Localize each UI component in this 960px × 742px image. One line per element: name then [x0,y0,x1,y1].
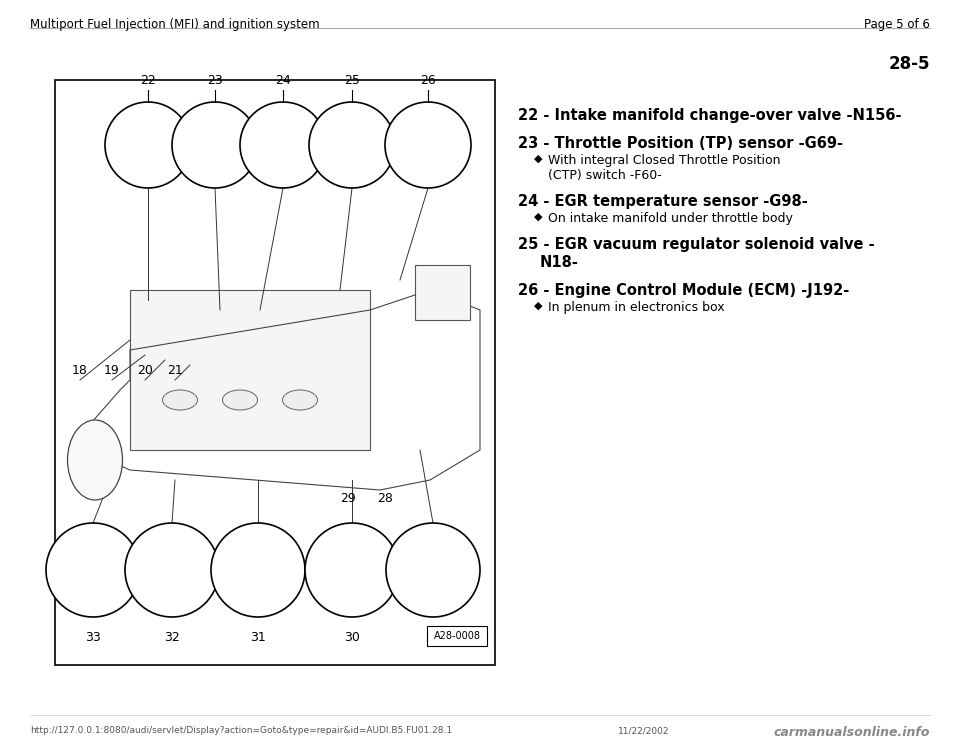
Ellipse shape [223,390,257,410]
Circle shape [385,102,471,188]
Text: A28-0008: A28-0008 [434,631,481,641]
Ellipse shape [67,420,123,500]
Text: On intake manifold under throttle body: On intake manifold under throttle body [548,212,793,225]
Circle shape [172,102,258,188]
Text: ◆: ◆ [534,212,542,222]
Bar [55,80,495,665]
Text: 21: 21 [167,364,182,376]
Text: With integral Closed Throttle Position: With integral Closed Throttle Position [548,154,780,167]
Circle shape [211,523,305,617]
Text: 18: 18 [72,364,88,376]
Text: 32: 32 [164,631,180,644]
Text: 29: 29 [340,491,356,505]
Circle shape [305,523,399,617]
Text: 33: 33 [85,631,101,644]
Text: Multiport Fuel Injection (MFI) and ignition system: Multiport Fuel Injection (MFI) and ignit… [30,18,320,31]
Text: 31: 31 [251,631,266,644]
Ellipse shape [162,390,198,410]
Text: 22: 22 [140,74,156,87]
Text: 27: 27 [425,631,441,644]
Text: 22 - Intake manifold change-over valve -N156-: 22 - Intake manifold change-over valve -… [518,108,901,123]
Circle shape [386,523,480,617]
Text: 20: 20 [137,364,153,376]
Text: ◆: ◆ [534,301,542,311]
Ellipse shape [282,390,318,410]
Text: 24: 24 [276,74,291,87]
Circle shape [105,102,191,188]
Text: 28-5: 28-5 [889,55,930,73]
Text: In plenum in electronics box: In plenum in electronics box [548,301,725,314]
Bar [415,265,470,320]
Text: 25: 25 [344,74,360,87]
Circle shape [125,523,219,617]
Text: 30: 30 [344,631,360,644]
Bar [130,290,370,450]
Text: 25 - EGR vacuum regulator solenoid valve -: 25 - EGR vacuum regulator solenoid valve… [518,237,875,252]
Circle shape [240,102,326,188]
Text: 26: 26 [420,74,436,87]
Text: 26 - Engine Control Module (ECM) -J192-: 26 - Engine Control Module (ECM) -J192- [518,283,850,298]
Text: 28: 28 [377,491,393,505]
Text: 11/22/2002: 11/22/2002 [618,726,669,735]
Circle shape [46,523,140,617]
Text: ◆: ◆ [534,154,542,164]
Text: N18-: N18- [540,255,579,270]
Text: 19: 19 [104,364,120,376]
Text: carmanualsonline.info: carmanualsonline.info [774,726,930,739]
Text: Page 5 of 6: Page 5 of 6 [864,18,930,31]
Text: (CTP) switch -F60-: (CTP) switch -F60- [548,169,661,182]
Text: 23: 23 [207,74,223,87]
Text: http://127.0.0.1:8080/audi/servlet/Display?action=Goto&type=repair&id=AUDI.B5.FU: http://127.0.0.1:8080/audi/servlet/Displ… [30,726,452,735]
Text: 24 - EGR temperature sensor -G98-: 24 - EGR temperature sensor -G98- [518,194,807,209]
Circle shape [309,102,395,188]
FancyBboxPatch shape [427,626,487,646]
Text: 23 - Throttle Position (TP) sensor -G69-: 23 - Throttle Position (TP) sensor -G69- [518,136,843,151]
